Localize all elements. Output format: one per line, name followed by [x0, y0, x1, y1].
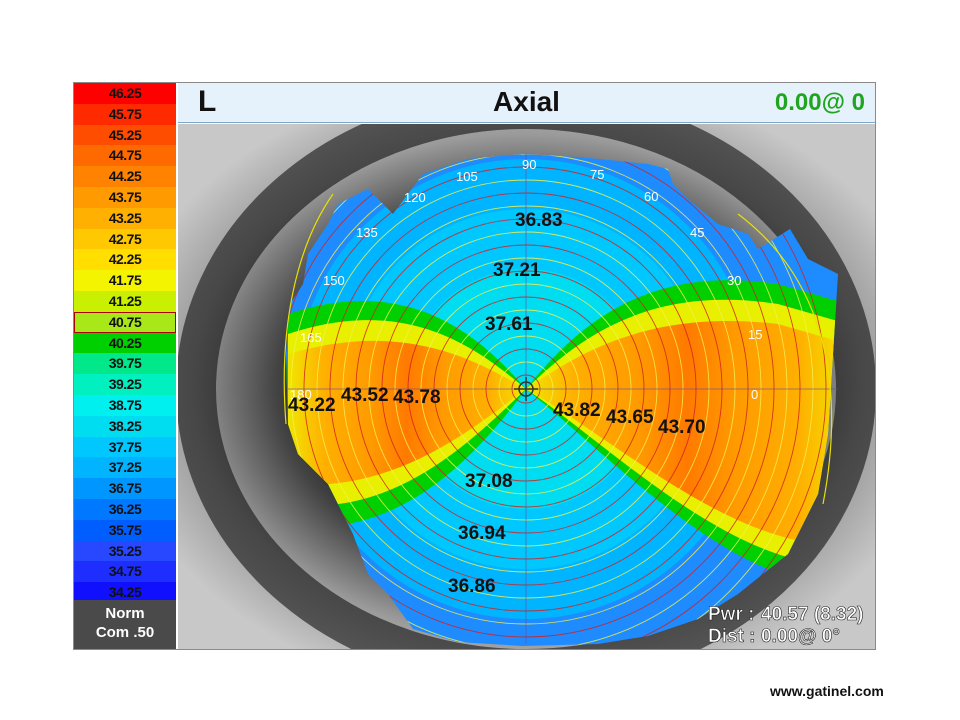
scale-step-34-25: 34.25 — [74, 582, 176, 603]
angle-label-90: 90 — [522, 157, 536, 172]
scale-step-40-75: 40.75 — [74, 311, 176, 333]
scale-step-45-75: 45.75 — [74, 103, 176, 125]
scale-step-43-25: 43.25 — [74, 207, 176, 229]
angle-label-105: 105 — [456, 169, 478, 184]
angle-label-165: 165 — [300, 330, 322, 345]
scale-step-36-25: 36.25 — [74, 499, 176, 520]
angle-label-30: 30 — [727, 273, 741, 288]
angle-label-150: 150 — [323, 273, 345, 288]
map-header: Axial L 0.00@ 0 — [178, 83, 875, 123]
dist-label: Dist : — [708, 626, 756, 647]
norm-label: Norm — [105, 605, 145, 622]
angle-label-75: 75 — [590, 167, 604, 182]
limbus-arc-left — [283, 193, 334, 425]
reading-inferior-1: 37.08 — [465, 471, 513, 492]
axis-readout: 0.00@ 0 — [774, 89, 865, 116]
angle-label-135: 135 — [356, 225, 378, 240]
scale-step-35-75: 35.75 — [74, 519, 176, 541]
scale-step-40-25: 40.25 — [74, 332, 176, 354]
scale-step-36-75: 36.75 — [74, 478, 176, 499]
angle-label-15: 15 — [748, 327, 762, 342]
scale-step-42-25: 42.25 — [74, 249, 176, 271]
reading-inferior-2: 36.94 — [458, 523, 506, 544]
scale-step-43-75: 43.75 — [74, 187, 176, 208]
iris-shadow — [178, 124, 875, 649]
scale-step-41-75: 41.75 — [74, 270, 176, 291]
summary-readout: Pwr : 40.57 (8.32) Dist : 0.00@ 0° — [708, 604, 864, 648]
angle-label-60: 60 — [644, 189, 658, 204]
limbus-arc-right — [737, 213, 833, 505]
reading-left-1: 43.22 — [288, 395, 336, 416]
angle-label-120: 120 — [404, 190, 426, 205]
scale-step-46-25: 46.25 — [74, 83, 176, 104]
map-mode-title: Axial — [493, 86, 560, 117]
com-label: Com .50 — [95, 624, 155, 641]
reading-superior-2: 37.21 — [493, 260, 541, 281]
reading-inferior-3: 36.86 — [448, 576, 496, 597]
scale-step-39-25: 39.25 — [74, 374, 176, 395]
bowtie-left-orange — [288, 340, 526, 485]
reading-right-2: 43.65 — [606, 407, 654, 428]
scale-step-38-25: 38.25 — [74, 415, 176, 437]
scale-step-42-75: 42.75 — [74, 228, 176, 250]
reading-left-3: 43.78 — [393, 387, 441, 408]
angle-label-0: 0 — [751, 387, 758, 402]
scale-step-39-75: 39.75 — [74, 353, 176, 375]
pwr-label: Pwr : — [708, 604, 754, 625]
pwr-value: 40.57 (8.32) — [761, 604, 863, 625]
scale-step-37-75: 37.75 — [74, 436, 176, 458]
scale-step-37-25: 37.25 — [74, 457, 176, 479]
dist-value: 0.00@ 0° — [761, 626, 840, 647]
reading-superior-1: 36.83 — [515, 210, 563, 231]
reading-right-1: 43.82 — [553, 400, 601, 421]
reading-right-3: 43.70 — [658, 417, 706, 438]
angle-label-180: 180 — [290, 387, 312, 402]
scale-step-34-75: 34.75 — [74, 561, 176, 583]
reading-left-2: 43.52 — [341, 385, 389, 406]
eye-label: L — [198, 85, 217, 118]
scale-step-45-25: 45.25 — [74, 124, 176, 146]
scale-step-35-25: 35.25 — [74, 540, 176, 562]
center-marker — [514, 377, 538, 401]
power-readings: 36.83 37.21 37.61 43.22 43.52 43.78 43.82 43.65… — [288, 210, 706, 597]
color-scale: 46.25 45.75 45.25 44.75 44.25 43.75 43.25 42.75… — [74, 83, 176, 649]
scale-step-38-75: 38.75 — [74, 395, 176, 416]
scale-step-44-25: 44.25 — [74, 166, 176, 187]
scale-step-44-75: 44.75 — [74, 145, 176, 167]
reading-superior-3: 37.61 — [485, 314, 533, 335]
website-credit: www.gatinel.com — [770, 683, 884, 699]
angle-label-45: 45 — [690, 225, 704, 240]
scale-footer: Norm Com .50 — [74, 600, 176, 649]
scale-step-41-25: 41.25 — [74, 291, 176, 312]
